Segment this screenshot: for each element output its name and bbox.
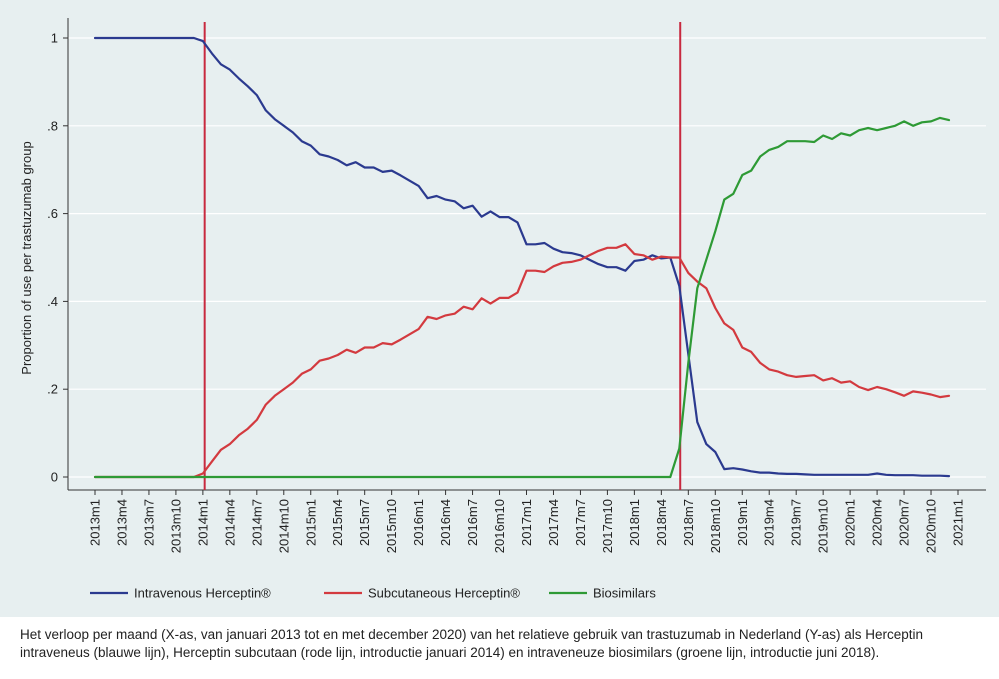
x-tick-label: 2020m4 [870,499,885,546]
x-tick-label: 2015m1 [303,499,318,546]
plot-area [68,18,986,490]
x-tick-label: 2020m7 [897,499,912,546]
y-tick-label: .8 [47,118,58,133]
x-tick-label: 2013m10 [168,499,183,553]
x-tick-label: 2017m4 [546,499,561,546]
x-tick-label: 2018m4 [654,499,669,546]
x-tick-label: 2013m7 [141,499,156,546]
legend-label: Subcutaneous Herceptin® [368,586,520,601]
x-tick-label: 2019m10 [816,499,831,553]
x-tick-label: 2019m4 [762,499,777,546]
x-tick-label: 2013m4 [114,499,129,546]
y-tick-label: 1 [51,31,58,46]
line-chart: 0 .2 .4 .6 .8 1 2013m1 2013m4 2013m7 2013m10 2014m… [19,18,986,601]
series-line-0 [93,36,951,478]
x-tick-label: 2016m10 [492,499,507,553]
x-tick-label: 2021m1 [951,499,966,546]
x-tick-label: 2018m7 [681,499,696,546]
x-tick-label: 2015m4 [330,499,345,546]
series-line-1 [93,243,951,479]
x-tick-label: 2020m1 [843,499,858,546]
x-tick-label: 2014m10 [276,499,291,553]
series-line-2 [93,116,951,479]
x-tick-label: 2016m7 [465,499,480,546]
x-tick-label: 2015m7 [357,499,372,546]
x-tick-label: 2016m4 [438,499,453,546]
chart-panel: 0 .2 .4 .6 .8 1 2013m1 2013m4 2013m7 2013m10 2014m… [0,0,999,617]
x-tick-label: 2019m1 [735,499,750,546]
x-tick-label: 2016m1 [411,499,426,546]
x-tick-label: 2019m7 [789,499,804,546]
x-tick-label: 2017m10 [600,499,615,553]
x-tick-label: 2018m1 [627,499,642,546]
x-tick-label: 2017m7 [573,499,588,546]
x-tick-label: 2013m1 [88,499,103,546]
x-tick-label: 2015m10 [384,499,399,553]
legend-label: Intravenous Herceptin® [134,586,271,601]
y-tick-label: .6 [47,206,58,221]
x-tick-label: 2014m4 [222,499,237,546]
y-tick-label: .4 [47,294,58,309]
x-tick-label: 2018m10 [708,499,723,553]
y-tick-label: .2 [47,382,58,397]
legend-label: Biosimilars [593,586,656,601]
x-tick-label: 2017m1 [519,499,534,546]
figure-caption: Het verloop per maand (X-as, van januari… [20,627,923,660]
x-tick-label: 2014m1 [195,499,210,546]
y-tick-label: 0 [51,470,58,485]
y-axis-title: Proportion of use per trastuzumab group [19,141,34,374]
x-tick-label: 2020m10 [924,499,939,553]
x-tick-label: 2014m7 [249,499,264,546]
